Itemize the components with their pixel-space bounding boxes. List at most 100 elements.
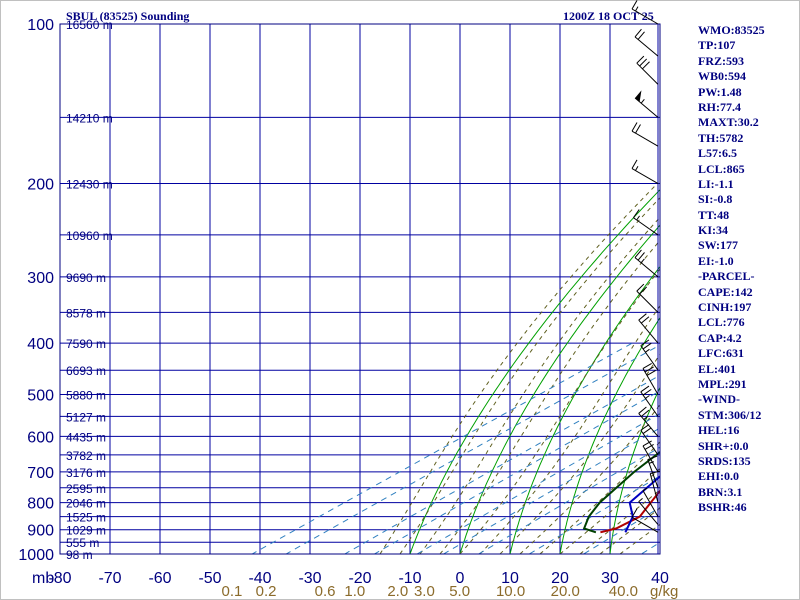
- wind-barb-staff: [633, 217, 659, 236]
- mixing-ratio-label: 2.0: [387, 583, 408, 600]
- sounding-index-item: FRZ:593: [698, 53, 744, 68]
- height-label: 8578 m: [66, 306, 106, 320]
- temperature-tick-label: 30: [601, 570, 619, 587]
- wind-barb-flag: [644, 366, 654, 373]
- height-label: 16560 m: [66, 18, 113, 32]
- height-label: 6693 m: [66, 364, 106, 378]
- wind-barb-staff: [640, 345, 659, 371]
- pressure-tick-label: 500: [27, 387, 54, 404]
- mixing-ratio-line: [442, 427, 660, 554]
- wind-barb-flag: [642, 363, 652, 369]
- sounding-index-item: L57:6.5: [698, 146, 737, 161]
- wind-barb-staff: [631, 130, 659, 147]
- parcel-profile-line: [624, 475, 660, 533]
- sounding-index-item: HEL:16: [698, 423, 740, 438]
- wind-barb-flag: [642, 388, 652, 396]
- sounding-index-item: MAXT:30.2: [698, 115, 759, 130]
- sounding-index-item: BRN:3.1: [698, 484, 743, 499]
- wind-barb-half-flag: [638, 497, 643, 502]
- wind-barb-staff: [647, 459, 659, 488]
- chart-valid-time: 1200Z 18 OCT 25: [563, 9, 654, 23]
- sounding-index-item: -PARCEL-: [698, 269, 755, 284]
- height-label: 3176 m: [66, 466, 106, 480]
- wind-barb-staff: [642, 368, 659, 395]
- sounding-index-item: LFC:631: [698, 346, 744, 361]
- temperature-tick-label: 40: [651, 570, 669, 587]
- wind-barb-flag: [640, 316, 650, 324]
- temperature-tick-label: 0: [456, 570, 465, 587]
- wind-barb-staff: [631, 168, 659, 184]
- sounding-index-item: STM:306/12: [698, 407, 762, 422]
- wind-barb-staff: [631, 8, 659, 25]
- dry-adiabat-line: [409, 188, 660, 554]
- height-label: 3782 m: [66, 449, 106, 463]
- wind-barb-flag: [640, 339, 650, 347]
- wind-barb-half-flag: [645, 348, 650, 353]
- wind-barb-half-flag: [640, 258, 645, 264]
- sounding-index-item: TP:107: [698, 38, 736, 53]
- mixing-ratio-unit: g/kg: [650, 583, 678, 600]
- moist-adiabat-line: [399, 197, 660, 554]
- height-label: 10960 m: [66, 229, 113, 243]
- plot-frame: [59, 23, 661, 555]
- sounding-index-item: WMO:83525: [698, 23, 765, 37]
- sounding-index-item: MPL:291: [698, 376, 747, 391]
- sounding-index-item: SRDS:135: [698, 453, 751, 468]
- wind-barb-flag: [646, 369, 656, 376]
- wind-barb-flag: [640, 409, 650, 417]
- mixing-ratio-label: 3.0: [414, 583, 435, 600]
- height-label: 14210 m: [66, 111, 113, 125]
- moist-adiabat-line: [519, 403, 660, 554]
- height-label: 2046 m: [66, 497, 106, 511]
- moist-adiabat-line: [439, 239, 660, 554]
- wind-barb-flag: [640, 424, 650, 431]
- pressure-tick-label: 400: [27, 336, 54, 353]
- wind-barb-staff: [638, 413, 659, 437]
- temperature-tick-label: -50: [198, 570, 221, 587]
- mixing-ratio-label: 5.0: [449, 583, 470, 600]
- dry-adiabat-line: [509, 265, 660, 554]
- height-label: 12430 m: [66, 178, 113, 192]
- sounding-index-item: SW:177: [698, 238, 739, 253]
- sounding-index-item: TT:48: [698, 207, 730, 222]
- height-label: 5880 m: [66, 388, 106, 402]
- height-label: 2595 m: [66, 482, 106, 496]
- sounding-index-item: SI:-0.8: [698, 192, 733, 207]
- temperature-tick-label: -70: [98, 570, 121, 587]
- sounding-index-item: BSHR:46: [698, 500, 747, 515]
- height-label: 98 m: [66, 548, 93, 562]
- pressure-tick-label: 900: [27, 523, 54, 540]
- wind-barb-staff: [634, 257, 659, 278]
- sounding-index-item: CINH:197: [698, 300, 752, 315]
- wind-barb-half-flag: [645, 395, 650, 399]
- sounding-index-item: EHI:0.0: [698, 469, 740, 484]
- sounding-index-item: EI:-1.0: [698, 253, 734, 268]
- dry-adiabat-line: [459, 224, 660, 554]
- pressure-tick-label: 300: [27, 270, 54, 287]
- wind-barb-staff: [634, 36, 659, 57]
- wind-barb-staff: [642, 490, 659, 517]
- wind-barb-half-flag: [635, 165, 639, 171]
- sounding-indices-list: WMO:83525 TP:107 FRZ:593 WB0:594 PW:1.48 RH:7…: [698, 23, 765, 516]
- height-label: 1525 m: [66, 511, 106, 525]
- pressure-tick-label: 700: [27, 465, 54, 482]
- chart-title: SBUL (83525) Sounding: [66, 9, 189, 23]
- wind-barb-flag: [638, 313, 647, 321]
- temperature-tick-label: 20: [551, 570, 569, 587]
- wind-barb-flag: [631, 122, 638, 132]
- wind-barb-flag: [647, 455, 658, 461]
- pressure-tick-label: 100: [27, 17, 54, 34]
- sounding-index-item: LCL:776: [698, 315, 745, 330]
- wind-barb-half-flag: [642, 487, 648, 492]
- sounding-index-item: SHR+:0.0: [698, 438, 749, 453]
- temperature-tick-label: 10: [501, 570, 519, 587]
- wind-barb-half-flag: [635, 6, 639, 12]
- sounding-index-item: KI:34: [698, 223, 728, 238]
- mixing-ratio-line: [582, 506, 660, 554]
- wind-barb-staff: [631, 516, 659, 533]
- mixing-ratio-line: [477, 446, 660, 554]
- temperature-profile-line: [600, 489, 660, 534]
- pressure-tick-label: 1000: [18, 547, 54, 564]
- height-label: 4435 m: [66, 430, 106, 444]
